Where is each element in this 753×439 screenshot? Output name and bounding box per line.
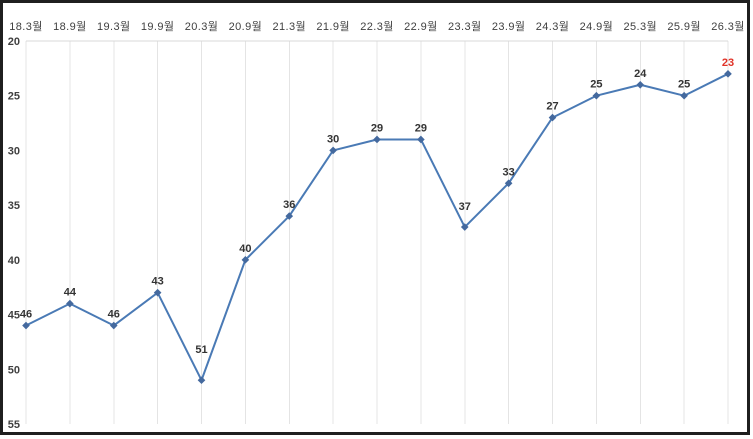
data-point-label: 44 [64, 287, 77, 299]
data-point-label: 33 [503, 166, 515, 178]
x-axis-label: 20.9월 [229, 20, 263, 33]
x-axis-label: 25.9월 [667, 20, 701, 33]
data-point-marker [66, 299, 74, 308]
x-axis-label: 23.9월 [492, 20, 526, 33]
data-point-label: 40 [239, 243, 251, 255]
x-axis-label: 24.9월 [580, 20, 614, 33]
x-axis-label: 25.3월 [623, 20, 657, 33]
x-axis-label: 20.3월 [185, 20, 219, 33]
x-axis-label: 24.3월 [536, 20, 570, 33]
x-axis-label: 26.3월 [711, 20, 745, 33]
x-axis-label: 19.3월 [97, 20, 131, 33]
data-point-marker [724, 70, 732, 78]
data-point-marker [592, 91, 601, 100]
data-point-label: 37 [459, 201, 471, 213]
x-axis-label: 21.9월 [316, 20, 350, 33]
y-axis-label: 25 [8, 91, 20, 103]
x-axis-label: 21.3월 [272, 20, 306, 33]
data-point-label: 29 [371, 122, 383, 134]
y-axis-label: 55 [8, 419, 20, 431]
data-point-marker [22, 321, 30, 330]
data-point-marker [680, 91, 688, 100]
y-axis-label: 30 [8, 145, 20, 157]
data-point-label: 29 [415, 122, 427, 134]
data-point-marker [197, 376, 206, 385]
data-point-label: 46 [108, 309, 120, 321]
data-point-label: 27 [546, 101, 558, 113]
y-axis-label: 50 [8, 364, 20, 376]
data-point-marker [241, 256, 250, 264]
data-point-label: 46 [20, 309, 32, 321]
data-point-marker [417, 135, 425, 144]
x-axis-label: 19.9월 [141, 20, 175, 33]
x-axis-label: 22.3월 [360, 20, 394, 33]
data-point-marker [373, 135, 381, 144]
y-axis-label: 40 [8, 255, 20, 267]
data-point-label: 24 [634, 68, 647, 80]
data-point-label: 51 [195, 344, 207, 356]
y-axis-label: 45 [8, 310, 20, 322]
data-point-label: 43 [152, 276, 164, 288]
data-point-marker [548, 113, 557, 122]
y-axis-label: 20 [8, 36, 20, 48]
x-axis-label: 22.9월 [404, 20, 438, 33]
data-point-label: 25 [678, 79, 690, 91]
x-axis-label: 23.3월 [448, 20, 482, 33]
data-point-marker [636, 80, 645, 89]
data-point-label: 30 [327, 133, 339, 145]
data-point-label: 36 [283, 199, 295, 211]
x-axis-label: 18.3월 [9, 20, 43, 33]
data-point-label-current: 23 [722, 57, 734, 69]
data-point-label: 25 [590, 79, 602, 91]
x-axis-label: 18.9월 [53, 20, 87, 33]
y-axis-label: 35 [8, 200, 20, 212]
